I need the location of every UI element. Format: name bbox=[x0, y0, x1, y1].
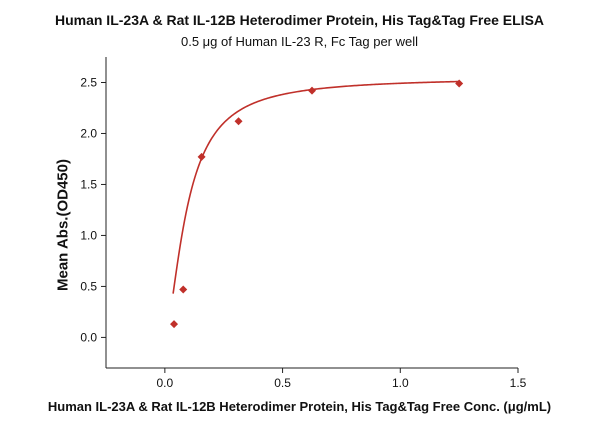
y-tick-label: 2.5 bbox=[80, 75, 97, 89]
x-tick-label: 0.0 bbox=[157, 376, 174, 390]
data-point bbox=[455, 79, 464, 88]
chart-subtitle: 0.5 μg of Human IL-23 R, Fc Tag per well bbox=[180, 34, 419, 49]
chart-title: Human IL-23A & Rat IL-12B Heterodimer Pr… bbox=[54, 12, 545, 28]
y-tick-label: 1.5 bbox=[80, 177, 97, 191]
y-tick-label: 0.0 bbox=[80, 330, 97, 344]
x-tick-label: 1.5 bbox=[510, 376, 527, 390]
data-point bbox=[179, 285, 188, 294]
x-axis-label: Human IL-23A & Rat IL-12B Heterodimer Pr… bbox=[47, 399, 552, 414]
y-tick-label: 0.5 bbox=[80, 279, 97, 293]
y-tick-label: 2.0 bbox=[80, 126, 97, 140]
data-point bbox=[234, 117, 243, 126]
x-tick-label: 0.5 bbox=[274, 376, 291, 390]
y-tick-label: 1.0 bbox=[80, 228, 97, 242]
fit-curve bbox=[172, 80, 460, 294]
x-tick-label: 1.0 bbox=[392, 376, 409, 390]
data-point bbox=[197, 152, 206, 161]
data-point bbox=[308, 86, 316, 95]
data-point bbox=[170, 320, 179, 329]
